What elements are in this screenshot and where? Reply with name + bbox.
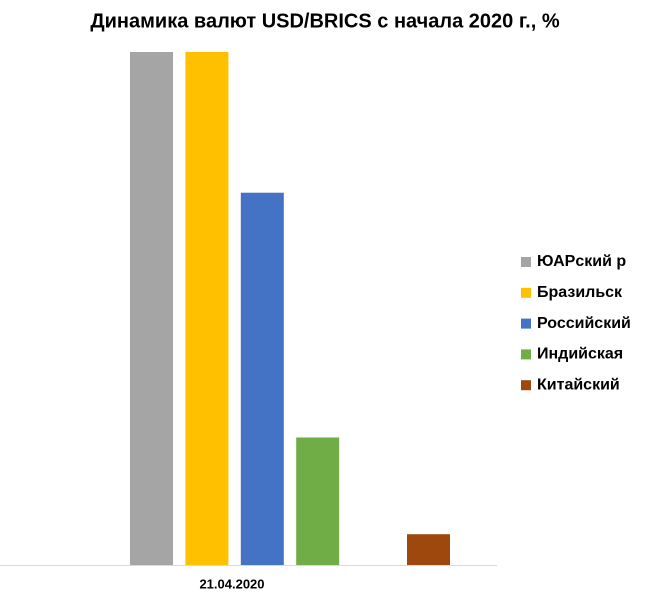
legend-swatch — [521, 287, 531, 298]
bar — [407, 534, 450, 565]
legend-label: Бразильск — [537, 284, 623, 301]
legend-swatch — [521, 380, 531, 391]
legend-label: ЮАРский р — [537, 253, 626, 270]
x-tick-label: 21.04.2020 — [199, 576, 264, 591]
bar — [130, 52, 173, 565]
bar — [185, 52, 229, 565]
bar — [240, 192, 284, 566]
legend-swatch — [521, 318, 531, 329]
legend-label: Российский — [537, 315, 631, 332]
bar — [296, 437, 340, 565]
legend-swatch — [521, 257, 531, 267]
legend-label: Индийская — [537, 346, 623, 363]
legend-label: Китайский — [537, 376, 620, 393]
chart-title: Динамика валют USD/BRICS с начала 2020 г… — [90, 10, 559, 32]
legend-swatch — [521, 349, 531, 360]
